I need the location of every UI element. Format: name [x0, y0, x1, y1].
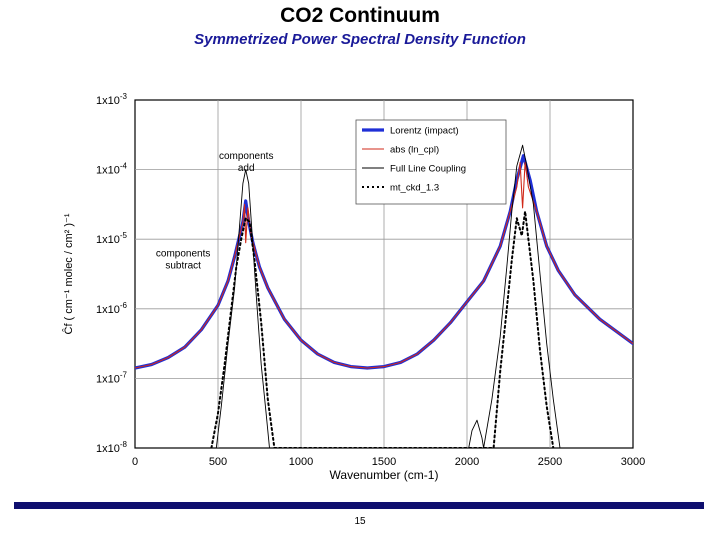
page-title: CO2 Continuum	[280, 4, 440, 27]
legend-label: mt_ckd_1.3	[390, 183, 439, 194]
y-tick-label: 1x10-7	[96, 370, 128, 385]
series-line-abs	[135, 162, 633, 369]
x-tick-labels: 0 500 1000 1500 2000 2500 3000	[132, 456, 645, 468]
series-line-full-line	[215, 144, 561, 448]
y-axis-label: Ĉf ( cm⁻¹ molec / cm² )⁻¹	[62, 213, 75, 334]
series-line-mtckd	[210, 210, 555, 448]
legend-label: abs (ln_cpl)	[390, 145, 439, 156]
y-tick-label: 1x10-8	[96, 440, 128, 455]
annotations: components add components subtract	[156, 151, 274, 271]
y-tick-labels: 1x10-3 1x10-4 1x10-5 1x10-6 1x10-7 1x10-8	[96, 92, 128, 455]
x-axis-label: Wavenumber (cm-1)	[330, 468, 439, 482]
y-tick-label: 1x10-4	[96, 162, 128, 177]
annotation-components-subtract: components subtract	[156, 249, 210, 272]
legend-box	[355, 119, 507, 205]
legend-label: Lorentz (impact)	[390, 126, 459, 137]
x-tick-label: 1500	[372, 456, 396, 468]
page-number: 15	[354, 516, 366, 527]
x-tick-label: 3000	[621, 456, 645, 468]
bottom-rule	[14, 502, 704, 509]
x-tick-label: 2000	[455, 456, 479, 468]
x-tick-label: 500	[209, 456, 227, 468]
series-lines	[135, 144, 633, 448]
page-subtitle: Symmetrized Power Spectral Density Funct…	[194, 31, 526, 48]
y-tick-label: 1x10-5	[96, 231, 128, 246]
y-tick-label: 1x10-3	[96, 92, 128, 107]
x-tick-label: 1000	[289, 456, 313, 468]
annotation-components-add: components add	[219, 151, 273, 174]
legend-label: Full Line Coupling	[390, 164, 466, 175]
y-tick-label: 1x10-6	[96, 301, 128, 316]
x-tick-label: 2500	[538, 456, 562, 468]
legend: Lorentz (impact) abs (ln_cpl) Full Line Co…	[355, 119, 507, 205]
x-tick-label: 0	[132, 456, 138, 468]
